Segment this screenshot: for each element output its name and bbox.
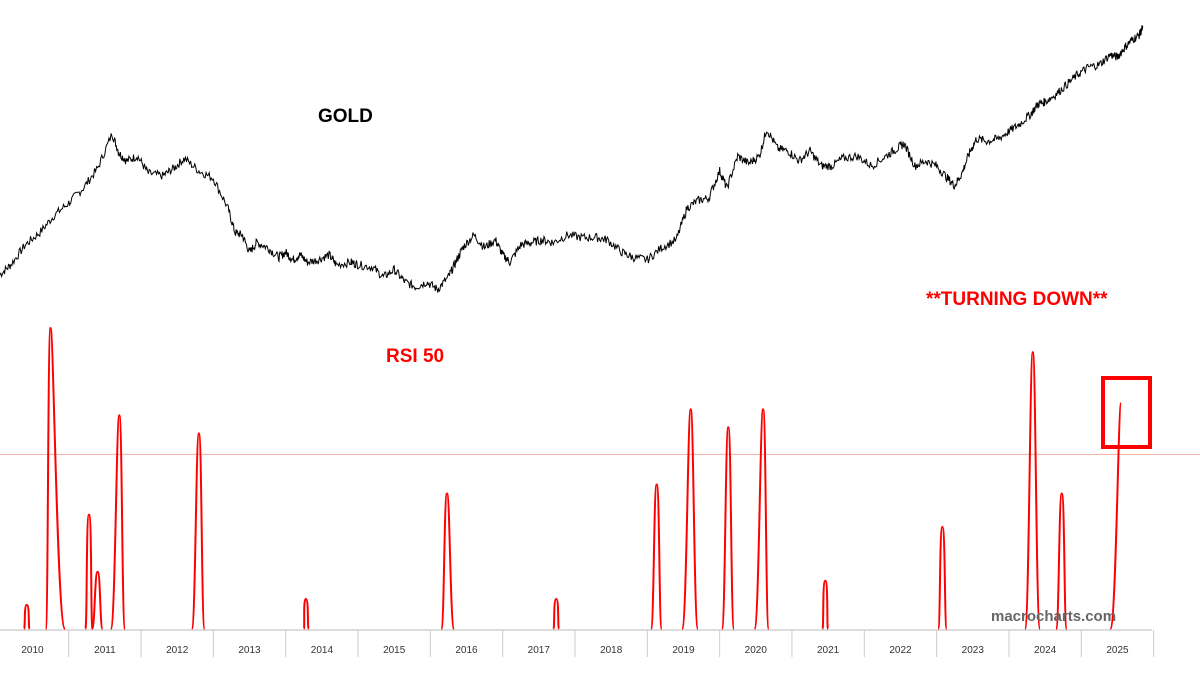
x-tick-label: 2020 [745,645,768,656]
rsi-spike-10 [681,408,699,630]
x-tick-label: 2023 [962,645,985,656]
x-tick-label: 2025 [1106,645,1129,656]
turning-down-annotation: **TURNING DOWN** [926,289,1108,310]
rsi-spike-9 [649,483,663,630]
rsi-spike-3 [90,570,104,630]
x-tick-label: 2010 [21,645,44,656]
rsi-spike-4 [109,414,127,630]
rsi-spike-8 [552,597,561,630]
gold-panel [0,25,1144,294]
rsi-spike-5 [190,432,206,630]
watermark: macrocharts.com [991,608,1116,625]
x-axis: 2010 2011 2012 2013 2014 2015 2016 2017 2018 2019… [0,629,1155,657]
rsi-spike-1 [44,326,67,630]
x-tick-label: 2018 [600,645,623,656]
rsi-spike-17 [1109,402,1123,630]
rsi-spike-12 [753,408,770,630]
x-tick-label: 2014 [311,645,334,656]
rsi-spike-11 [720,426,736,630]
rsi-spike-16 [1055,492,1068,630]
x-tick-label: 2022 [889,645,912,656]
rsi-spike-0 [22,603,31,630]
gold-title: GOLD [318,106,373,127]
x-tick-label: 2012 [166,645,189,656]
gold-price-line [0,25,1144,294]
x-tick-label: 2013 [238,645,261,656]
rsi-spike-15 [1023,351,1042,630]
rsi-title: RSI 50 [386,346,444,367]
rsi-spike-14 [937,525,948,630]
rsi-spike-6 [302,597,310,630]
rsi-spike-13 [821,579,830,630]
rsi-panel [0,326,1200,630]
x-tick-label: 2024 [1034,645,1057,656]
rsi-spike-2 [84,513,94,630]
x-tick-label: 2017 [528,645,551,656]
highlight-box [1101,376,1152,449]
x-tick-label: 2011 [94,645,116,656]
x-tick-label: 2019 [672,645,695,656]
x-tick-label: 2021 [817,645,840,656]
rsi-spike-7 [440,492,456,630]
x-tick-label: 2016 [455,645,478,656]
x-tick-label: 2015 [383,645,406,656]
